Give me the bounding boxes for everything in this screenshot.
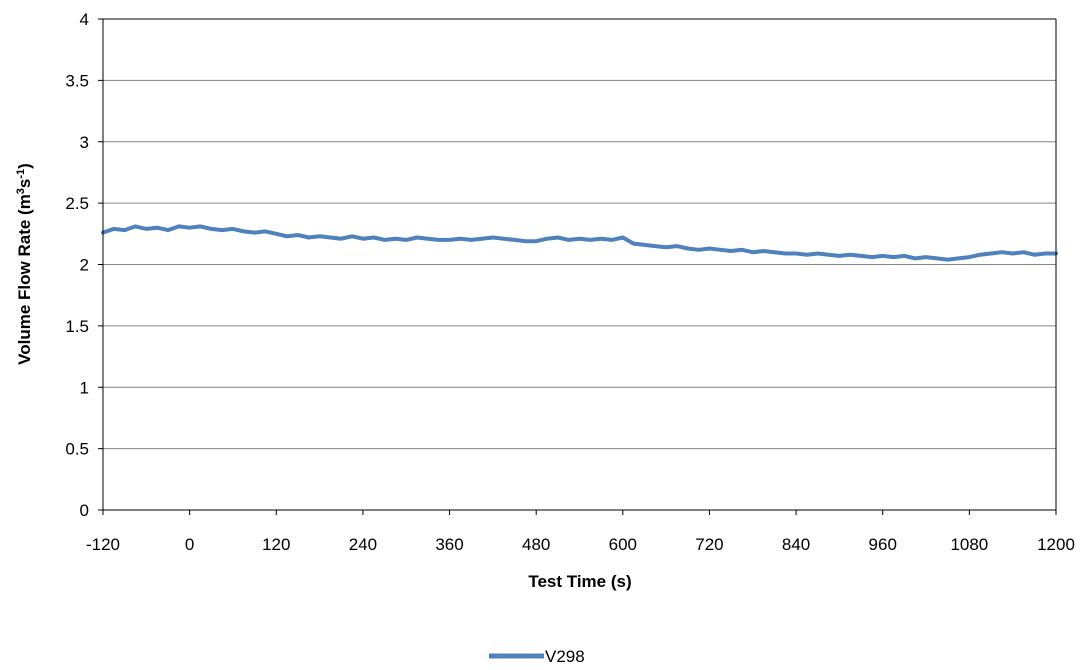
y-tick-label: 4 <box>80 10 89 29</box>
x-tick-label: 120 <box>262 535 290 554</box>
x-tick-label: 240 <box>349 535 377 554</box>
x-tick-label: -120 <box>86 535 120 554</box>
gridlines <box>103 18 1056 450</box>
y-tick-label: 1 <box>80 378 89 397</box>
axes <box>98 18 1057 515</box>
series-line-v298 <box>101 224 1058 262</box>
y-axis-title: Volume Flow Rate (m3s-1) <box>15 163 34 365</box>
x-tick-labels: -120 0 120 240 360 480 600 720 840 960 1080 1200 <box>86 535 1075 554</box>
x-tick-label: 360 <box>435 535 463 554</box>
y-tick-label: 0 <box>80 501 89 520</box>
x-tick-label: 1200 <box>1037 535 1075 554</box>
legend-label-v298: V298 <box>545 647 585 666</box>
x-tick-label: 1080 <box>950 535 988 554</box>
y-tick-labels: 0 0.5 1 1.5 2 2.5 3 3.5 4 <box>65 10 89 520</box>
x-tick-label: 720 <box>695 535 723 554</box>
y-tick-label: 0.5 <box>65 440 89 459</box>
x-tick-label: 600 <box>609 535 637 554</box>
x-tick-label: 0 <box>185 535 194 554</box>
y-tick-label: 1.5 <box>65 317 89 336</box>
x-tick-label: 480 <box>522 535 550 554</box>
y-tick-label: 3 <box>80 133 89 152</box>
y-tick-label: 2.5 <box>65 194 89 213</box>
y-tick-label: 3.5 <box>65 71 89 90</box>
legend: V298 <box>489 647 585 666</box>
x-axis-title: Test Time (s) <box>528 572 631 591</box>
x-tick-label: 840 <box>782 535 810 554</box>
x-tick-label: 960 <box>869 535 897 554</box>
y-tick-label: 2 <box>80 256 89 275</box>
series-layer <box>101 224 1058 262</box>
